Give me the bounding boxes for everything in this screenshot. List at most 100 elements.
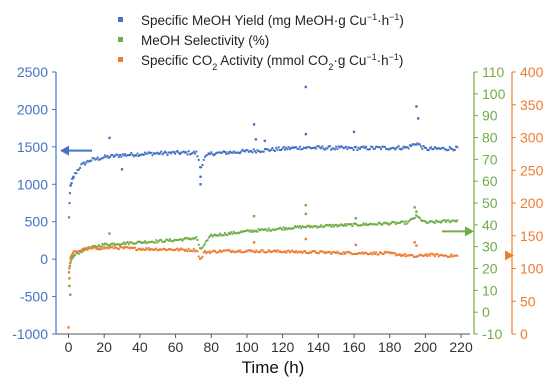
data-point	[332, 250, 335, 253]
data-point	[228, 232, 231, 235]
data-point	[302, 226, 305, 229]
legend-superscript: −1	[389, 12, 399, 22]
data-point	[130, 246, 133, 249]
data-point-outlier	[415, 105, 418, 108]
data-point	[396, 221, 399, 224]
data-point	[127, 243, 130, 246]
data-point	[236, 249, 239, 252]
data-point	[159, 248, 162, 251]
data-point	[343, 223, 346, 226]
data-point	[80, 163, 83, 166]
data-point	[381, 252, 384, 255]
data-point	[144, 248, 147, 251]
data-point	[135, 154, 138, 157]
data-point	[332, 225, 335, 228]
data-point	[119, 243, 122, 246]
left-tick-label: -500	[20, 289, 48, 305]
data-point	[386, 251, 389, 254]
data-point	[435, 253, 438, 256]
right1-tick-label: -10	[482, 326, 502, 342]
data-point	[250, 229, 253, 232]
data-point	[111, 245, 114, 248]
data-point	[217, 250, 220, 253]
data-point	[456, 146, 459, 149]
data-point	[147, 241, 150, 244]
data-point	[212, 154, 215, 157]
data-point	[162, 152, 165, 155]
data-point	[243, 150, 246, 153]
data-point	[307, 224, 310, 227]
data-point	[421, 147, 424, 150]
data-point	[398, 222, 401, 225]
data-point	[281, 251, 284, 254]
data-point	[99, 158, 102, 161]
data-point	[155, 247, 158, 250]
data-point	[179, 238, 182, 241]
data-point	[288, 251, 291, 254]
data-point	[376, 223, 379, 226]
data-point	[406, 146, 409, 149]
data-point	[257, 149, 260, 152]
data-point	[405, 220, 408, 223]
data-point	[84, 248, 87, 251]
data-point	[275, 250, 278, 253]
data-point	[415, 255, 418, 258]
data-point	[120, 155, 123, 158]
data-point	[363, 147, 366, 150]
data-point	[417, 255, 420, 258]
data-point	[242, 251, 245, 254]
data-point	[383, 251, 386, 254]
data-point-outlier	[263, 139, 266, 143]
data-point	[338, 252, 341, 255]
data-point	[152, 241, 155, 244]
x-tick-label: 0	[65, 339, 73, 355]
data-point	[180, 151, 183, 154]
data-point	[155, 152, 158, 155]
data-point	[396, 146, 399, 149]
data-point	[201, 246, 204, 249]
data-point	[327, 250, 330, 253]
data-point	[383, 221, 386, 224]
data-point	[220, 251, 223, 254]
data-point	[70, 257, 73, 260]
data-point	[164, 240, 167, 243]
data-point	[246, 229, 249, 232]
data-point	[292, 251, 295, 254]
right1-tick-label: 100	[482, 86, 506, 102]
data-point	[401, 147, 404, 150]
data-point	[331, 223, 334, 226]
data-point	[288, 227, 291, 230]
data-point	[267, 227, 270, 230]
data-point	[109, 155, 112, 158]
data-point	[215, 152, 218, 155]
data-point	[445, 148, 448, 151]
data-point	[210, 151, 213, 154]
data-point	[405, 146, 408, 149]
data-point	[117, 248, 120, 251]
data-point	[415, 143, 418, 146]
data-point	[455, 254, 458, 257]
data-point	[450, 147, 453, 150]
data-point	[400, 148, 403, 151]
data-point	[129, 153, 132, 156]
data-point	[357, 251, 360, 254]
data-point	[411, 254, 414, 257]
data-point	[243, 251, 246, 254]
data-point	[112, 247, 115, 250]
data-point	[258, 150, 261, 153]
data-point	[169, 238, 172, 241]
legend-subscript: 2	[328, 62, 333, 72]
data-point	[139, 153, 142, 156]
data-point	[71, 177, 74, 180]
data-point	[79, 249, 82, 252]
data-point	[132, 242, 135, 245]
data-point	[145, 152, 148, 155]
right2-tick-label: 300	[520, 130, 544, 146]
data-point	[345, 224, 348, 227]
data-point	[270, 148, 273, 151]
data-point	[288, 148, 291, 151]
data-point	[233, 232, 236, 235]
data-point	[140, 249, 143, 252]
data-point	[190, 238, 193, 241]
data-point	[231, 249, 234, 252]
